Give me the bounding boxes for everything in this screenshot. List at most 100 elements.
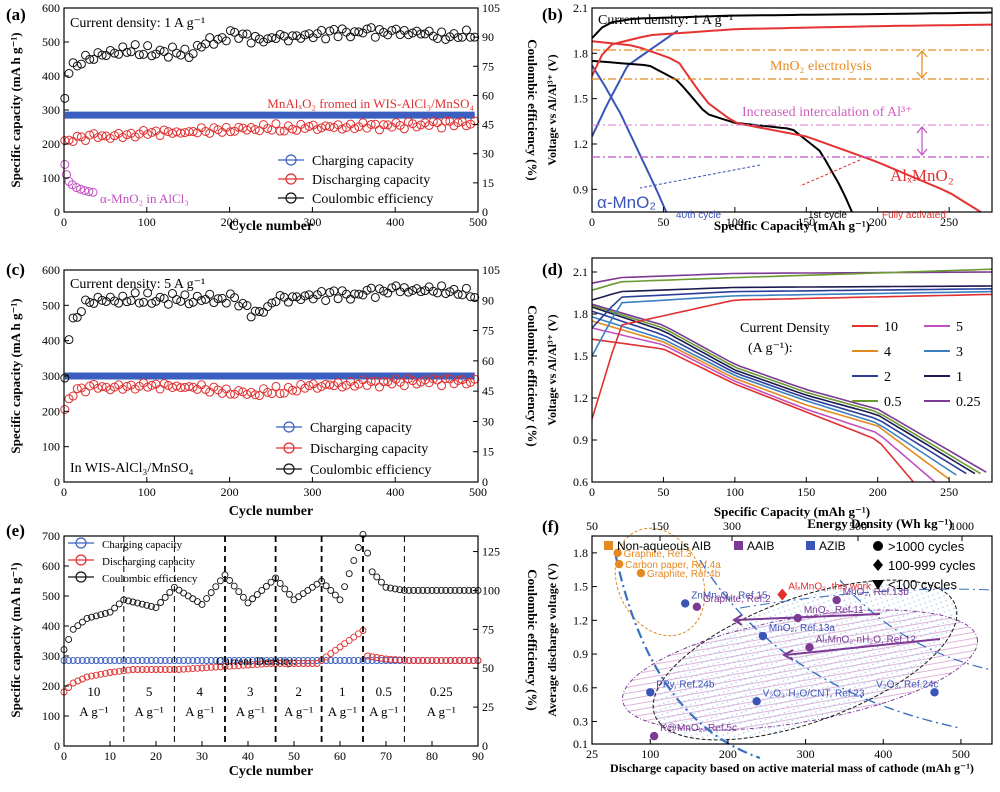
- ce-point: [354, 27, 364, 37]
- plot-frame: [591, 257, 993, 483]
- discharge-point: [159, 125, 169, 135]
- ce-point: [143, 601, 151, 609]
- annotation-alxmno2: AlₓMnO₂: [890, 166, 954, 185]
- discharge-curve: [591, 327, 936, 483]
- legend-marker: [285, 154, 297, 166]
- discharge-point: [292, 386, 302, 396]
- panel-label: (a): [6, 5, 26, 24]
- ce-point: [64, 335, 74, 345]
- y-tick-label: 500: [42, 589, 60, 603]
- x-tick-label: 0: [61, 215, 67, 229]
- discharge-point: [134, 666, 142, 673]
- y2-axis-label: Coulombic efficiency (%): [525, 39, 540, 181]
- ce-point: [221, 36, 231, 46]
- ce-point: [207, 589, 215, 597]
- charge-point: [331, 657, 339, 664]
- discharge-point: [244, 661, 252, 669]
- charge-point: [203, 657, 211, 664]
- legend-title-part2: (A g⁻¹):: [748, 341, 793, 356]
- ce-point: [465, 586, 473, 594]
- x-tick-label: 50: [657, 485, 669, 499]
- point-label: MnO₂, Ref.13a: [769, 623, 836, 634]
- y2-tick-label: 75: [482, 622, 494, 636]
- ce-point: [249, 595, 257, 603]
- ce-point: [230, 27, 240, 37]
- point-label: V₂O₃, Ref.24c: [876, 679, 938, 690]
- ce-point: [428, 586, 436, 594]
- discharge-point: [275, 389, 285, 399]
- ce-point: [396, 586, 404, 594]
- discharge-point: [161, 666, 169, 673]
- ce-point: [196, 295, 206, 305]
- data-point: [692, 602, 702, 612]
- ce-point: [163, 299, 173, 309]
- ce-point: [362, 285, 372, 295]
- ce-point: [134, 298, 144, 308]
- y-tick-label: 300: [42, 369, 60, 383]
- x-tick-label: 30: [196, 749, 208, 763]
- ce-point: [336, 596, 344, 604]
- ce-point: [72, 61, 82, 71]
- discharge-point: [442, 657, 450, 664]
- legend-label: 2: [884, 370, 891, 385]
- ce-point: [147, 602, 155, 610]
- x-tick-label: 0: [589, 485, 595, 499]
- point-label: MnO₂, Ref.11: [804, 605, 864, 616]
- y-tick-label: 0.9: [573, 433, 588, 447]
- ce-point: [451, 586, 459, 594]
- discharge-point: [446, 657, 454, 664]
- point-label: V₂O₃·H₂O/CNT, Ref.23: [763, 688, 865, 699]
- ce-point: [114, 298, 124, 308]
- y2-tick-label: 15: [482, 445, 494, 459]
- discharge-point: [253, 660, 261, 668]
- ce-point: [235, 588, 243, 596]
- discharge-point: [441, 374, 451, 384]
- discharge-point: [350, 381, 360, 391]
- discharge-point: [403, 374, 413, 384]
- discharge-point: [152, 666, 160, 673]
- y-tick-label: 300: [42, 103, 60, 117]
- top-axis-label: Energy Density (Wh kg⁻¹): [807, 516, 952, 531]
- ce-point: [69, 625, 77, 633]
- ce-point: [313, 580, 321, 588]
- legend-label: Charging capacity: [102, 539, 183, 551]
- y-axis-label: Average discharge voltage (V): [545, 563, 559, 716]
- ce-point: [134, 50, 144, 60]
- ce-point: [92, 612, 100, 620]
- y-tick-label: 400: [42, 334, 60, 348]
- ce-point: [405, 586, 413, 594]
- charge-point: [175, 657, 183, 664]
- alpha-mno2-point: [80, 186, 90, 196]
- discharge-point: [317, 381, 327, 391]
- y2-tick-label: 15: [482, 176, 494, 190]
- voltage-curve: [591, 11, 993, 39]
- charge-point: [78, 657, 86, 664]
- ce-point: [267, 298, 277, 308]
- y2-axis-label: Coulombic efficiency (%): [525, 305, 540, 447]
- top-tick-label: 150: [651, 519, 669, 533]
- data-point: [805, 643, 814, 652]
- discharge-point: [122, 130, 132, 140]
- ce-point: [299, 590, 307, 598]
- y2-tick-label: 105: [482, 263, 500, 277]
- charge-point: [212, 657, 220, 664]
- panel-b: (b) 0 50 100 150 200 250 0.9 1.2 1.5 1.8 2.1 Curr…: [542, 1, 993, 233]
- legend-swatch: [604, 541, 613, 550]
- legend-title-part1: Current Density: [740, 321, 830, 336]
- discharge-point: [189, 665, 197, 673]
- ce-point: [354, 544, 362, 551]
- ce-point: [437, 586, 445, 594]
- x-tick-label: 40: [242, 749, 254, 763]
- charge-point: [180, 657, 188, 664]
- discharge-point: [226, 662, 234, 670]
- plot-frame: [591, 535, 993, 745]
- ce-point: [74, 622, 82, 630]
- x-ticks: 0 50 100 150 200 250: [589, 207, 958, 229]
- discharge-point: [106, 669, 114, 676]
- discharge-point: [263, 123, 273, 133]
- ce-point: [76, 307, 86, 317]
- ce-point: [446, 586, 454, 594]
- legend-label: Discharging capacity: [312, 173, 430, 188]
- top-ticks: 50 150 300 500 1000: [586, 519, 974, 541]
